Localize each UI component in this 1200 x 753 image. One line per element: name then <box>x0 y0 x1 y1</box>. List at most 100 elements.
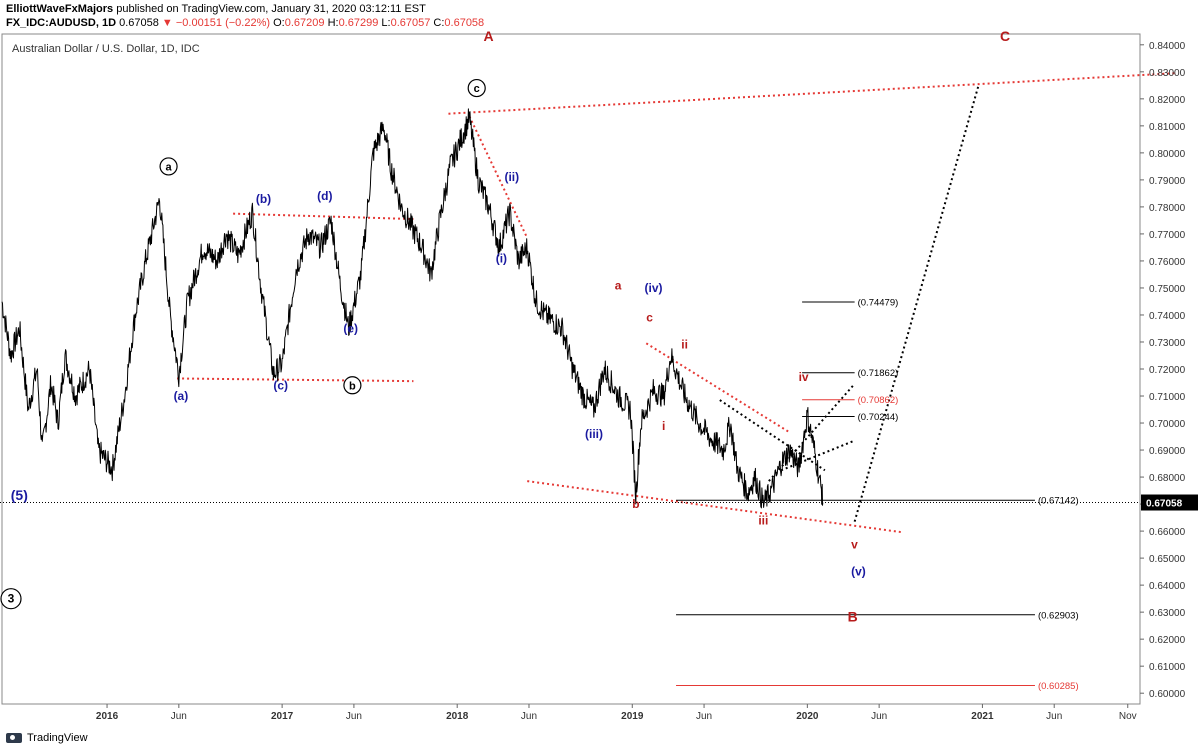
x-tick-label: 2021 <box>971 711 994 722</box>
close-value: 0.67058 <box>444 17 485 29</box>
wave-label: (a) <box>174 389 189 403</box>
wave-label: ii <box>681 338 688 352</box>
y-tick-label: 0.69000 <box>1149 446 1186 457</box>
x-tick-label: 2019 <box>621 711 644 722</box>
wave-label: i <box>662 419 665 433</box>
y-tick-label: 0.66000 <box>1149 527 1186 538</box>
wave-label: (v) <box>851 565 866 579</box>
low-value: 0.67057 <box>390 17 431 29</box>
red-trendline[interactable] <box>645 342 791 434</box>
open-value: 0.67209 <box>284 17 325 29</box>
y-tick-label: 0.78000 <box>1149 203 1186 214</box>
black-trendline[interactable] <box>719 399 826 472</box>
plot-area[interactable] <box>1 33 1141 705</box>
y-tick-label: 0.61000 <box>1149 662 1186 673</box>
wave-label: 3 <box>8 592 15 606</box>
y-tick-label: 0.79000 <box>1149 176 1186 187</box>
wave-label: c <box>474 83 480 95</box>
y-tick-label: 0.63000 <box>1149 608 1186 619</box>
black-trendline[interactable] <box>853 83 980 522</box>
wave-label: B <box>848 609 858 625</box>
y-tick-label: 0.81000 <box>1149 122 1186 133</box>
red-trendline[interactable] <box>527 480 904 534</box>
wave-label: (ii) <box>504 170 519 184</box>
x-tick-label: Jun <box>171 711 187 722</box>
last-price: 0.67058 <box>119 17 159 29</box>
red-trendline[interactable] <box>448 72 1176 115</box>
footer: TradingView <box>6 732 88 744</box>
wave-label: (d) <box>317 189 332 203</box>
brand-name[interactable]: TradingView <box>27 732 88 744</box>
y-tick-label: 0.83000 <box>1149 68 1186 79</box>
current-price-badge <box>1141 494 1198 511</box>
y-tick-label: 0.84000 <box>1149 41 1186 52</box>
publish-date: published on TradingView.com, January 31… <box>116 3 426 15</box>
y-tick-label: 0.73000 <box>1149 338 1186 349</box>
wave-label: b <box>349 380 356 392</box>
red-trendline[interactable] <box>233 212 414 221</box>
y-tick-label: 0.71000 <box>1149 392 1186 403</box>
wave-label: (iv) <box>645 281 663 295</box>
close-label: C: <box>433 17 445 29</box>
x-tick-label: 2018 <box>446 711 469 722</box>
black-trendline[interactable] <box>780 439 855 472</box>
x-tick-label: 2020 <box>796 711 819 722</box>
wave-label: A <box>483 28 493 44</box>
wave-label: (i) <box>496 251 507 265</box>
price-level-label: (0.67142) <box>1038 496 1079 507</box>
price-level-label: (0.60285) <box>1038 681 1079 692</box>
symbol-info: FX_IDC:AUDUSD, 1D 0.67058 ▼ −0.00151 (−0… <box>6 16 484 30</box>
price-level-label: (0.71862) <box>858 368 899 379</box>
y-tick-label: 0.70000 <box>1149 419 1186 430</box>
wave-label: (5) <box>11 487 28 503</box>
price-level-label: (0.62903) <box>1038 610 1079 621</box>
wave-circle-marker <box>0 588 22 610</box>
wave-label: (e) <box>343 322 358 336</box>
low-label: L: <box>381 17 391 29</box>
x-tick-label: Jun <box>521 711 537 722</box>
chart-title: Australian Dollar / U.S. Dollar, 1D, IDC <box>12 43 200 55</box>
wave-label: v <box>851 538 858 552</box>
wave-label: (iii) <box>585 427 603 441</box>
wave-label: c <box>646 311 653 325</box>
y-tick-label: 0.65000 <box>1149 554 1186 565</box>
y-tick-label: 0.72000 <box>1149 365 1186 376</box>
wave-label: C <box>1000 28 1010 44</box>
y-tick-label: 0.75000 <box>1149 284 1186 295</box>
red-trendline[interactable] <box>177 377 414 383</box>
x-tick-label: Jun <box>1046 711 1062 722</box>
x-tick-label: Jun <box>346 711 362 722</box>
current-price-label: 0.67058 <box>1146 499 1183 510</box>
y-tick-label: 0.68000 <box>1149 473 1186 484</box>
y-tick-label: 0.64000 <box>1149 581 1186 592</box>
wave-label: a <box>615 278 622 292</box>
price-level-label: (0.70244) <box>858 412 899 423</box>
open-label: O: <box>273 17 285 29</box>
black-trendline[interactable] <box>768 383 856 482</box>
wave-circle-marker <box>467 78 486 98</box>
y-tick-label: 0.74000 <box>1149 311 1186 322</box>
x-tick-label: Nov <box>1119 711 1137 722</box>
wave-label: a <box>166 161 173 173</box>
tradingview-logo-icon <box>6 733 22 743</box>
publish-info: ElliottWaveFxMajors published on Trading… <box>6 2 426 16</box>
high-label: H: <box>327 17 339 29</box>
y-tick-label: 0.80000 <box>1149 149 1186 160</box>
price-series-line[interactable] <box>1 108 824 509</box>
wave-circle-marker <box>159 157 178 176</box>
author-name[interactable]: ElliottWaveFxMajors <box>6 3 114 15</box>
price-level-label: (0.70862) <box>858 395 899 406</box>
y-tick-label: 0.60000 <box>1149 689 1186 700</box>
price-level-label: (0.74479) <box>858 298 899 309</box>
x-tick-label: Jun <box>871 711 887 722</box>
y-tick-label: 0.76000 <box>1149 257 1186 268</box>
y-tick-label: 0.62000 <box>1149 635 1186 646</box>
x-tick-label: Jun <box>696 711 712 722</box>
y-tick-label: 0.82000 <box>1149 95 1186 106</box>
x-tick-label: 2016 <box>96 711 119 722</box>
symbol-name: FX_IDC:AUDUSD, 1D <box>6 17 117 29</box>
wave-label: (b) <box>256 192 271 206</box>
wave-label: iv <box>799 370 809 384</box>
wave-label: b <box>632 497 639 511</box>
